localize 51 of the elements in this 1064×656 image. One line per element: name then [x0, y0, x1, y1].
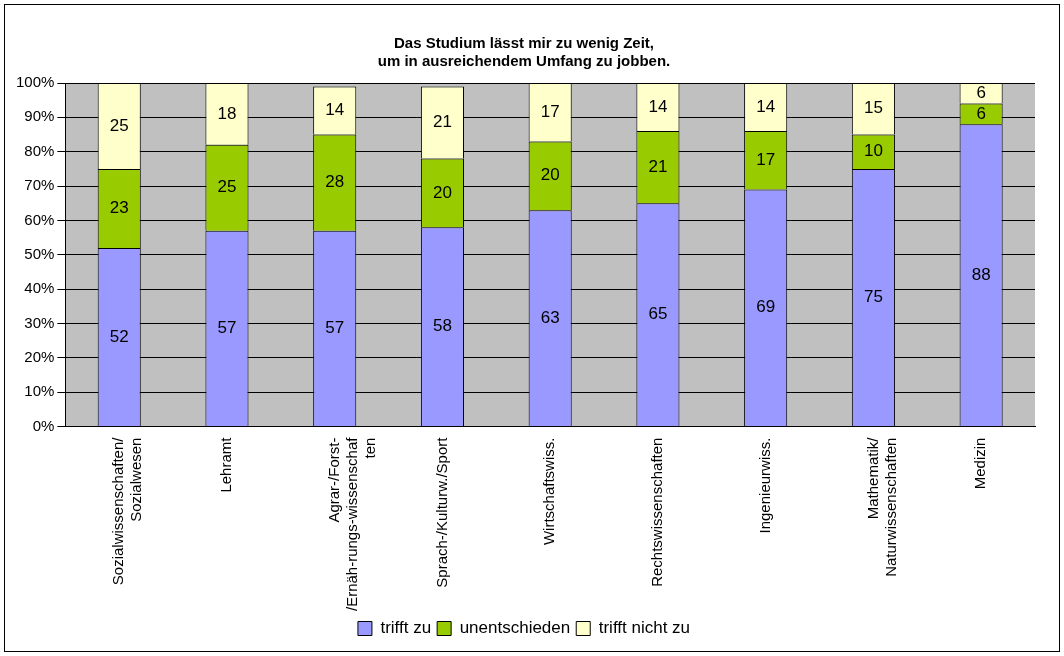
data-label: 69 [756, 297, 776, 317]
x-tick-label: Sozialwissenschaften/ Sozialwesen [109, 436, 145, 586]
data-label: 58 [432, 316, 452, 336]
y-tick-label: 70% [24, 176, 55, 194]
data-label: 57 [217, 318, 237, 338]
x-tick-label: Ingenieurwiss. [755, 437, 773, 534]
data-label: 17 [540, 101, 560, 121]
data-label: 52 [109, 326, 129, 346]
x-tick-label: Medizin [971, 437, 989, 490]
y-tick-label: 90% [24, 107, 55, 125]
data-label: 65 [648, 304, 668, 324]
x-tick-label: Rechtswissenschaften [648, 437, 666, 587]
data-label: 20 [432, 182, 452, 202]
data-label: 14 [325, 100, 345, 120]
y-tick-label: 0% [32, 416, 55, 434]
data-label: 25 [217, 177, 237, 197]
data-label: 21 [432, 112, 452, 132]
y-tick-label: 20% [24, 348, 55, 366]
data-label: 20 [540, 165, 560, 185]
data-label: 17 [756, 150, 776, 169]
y-tick-label: 50% [24, 244, 55, 262]
x-tick-label: Mathematik/ Naturwissenschaften [863, 436, 899, 577]
data-label: 10 [863, 141, 883, 161]
data-label: 88 [971, 264, 991, 284]
data-label: 23 [109, 198, 129, 218]
chart-title: Das Studium lässt mir zu wenig Zeit, um in ausreichendem Umfang zu jobben. [377, 34, 671, 70]
data-label: 75 [863, 287, 883, 307]
data-label: 21 [648, 156, 668, 176]
data-label: 28 [325, 172, 345, 192]
y-tick-label: 10% [24, 382, 55, 400]
y-tick-label: 80% [24, 141, 55, 159]
data-label: 25 [109, 115, 129, 135]
x-tick-label: Lehramt [217, 436, 235, 493]
y-tick-label: 30% [24, 313, 55, 331]
x-tick-label: Agrar-/Forst- /Ernäh-rungs-wissenschaf ten [324, 436, 378, 612]
x-tick-label: Sprach-/Kulturw./Sport [432, 436, 450, 588]
legend-label: unentschieden [459, 618, 571, 638]
y-tick-label: 60% [24, 210, 55, 228]
data-label: 6 [976, 83, 986, 102]
data-label: 18 [217, 103, 237, 123]
legend-label: trifft zu [380, 618, 432, 638]
y-tick-label: 40% [24, 279, 55, 297]
data-label: 14 [648, 96, 668, 116]
data-label: 57 [325, 318, 345, 338]
data-label: 63 [540, 307, 560, 327]
data-label: 14 [756, 96, 776, 116]
legend-label: trifft nicht zu [598, 618, 691, 638]
x-tick-label: Wirtschaftswiss. [540, 437, 558, 546]
data-label: 6 [976, 103, 986, 123]
y-tick-label: 100% [15, 73, 55, 91]
data-label: 15 [863, 98, 883, 118]
